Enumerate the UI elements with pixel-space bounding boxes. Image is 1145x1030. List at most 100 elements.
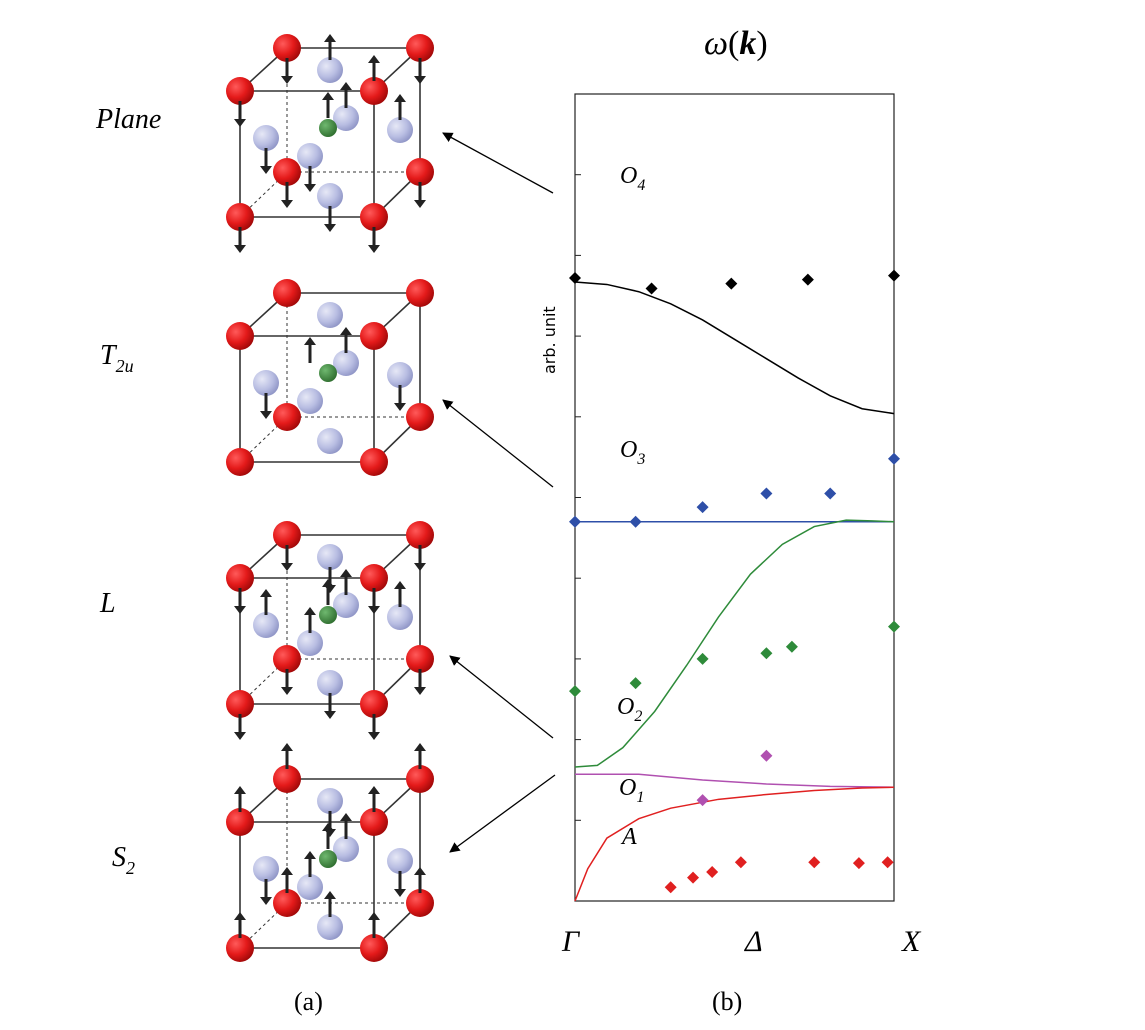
point-o4: [569, 271, 581, 284]
mode-label-plane: Plane: [95, 104, 161, 135]
arrowhead: [394, 889, 406, 897]
branch-label-o3: O3: [620, 437, 645, 468]
anion-atom: [387, 604, 413, 630]
x-tick-delta: Δ: [744, 925, 763, 958]
cation-atom: [360, 934, 388, 962]
point-o2: [760, 647, 773, 660]
arrowhead: [414, 76, 426, 84]
branch-label-a: A: [620, 824, 637, 850]
cation-atom: [406, 521, 434, 549]
cation-atom: [273, 645, 301, 673]
arrowhead: [234, 732, 246, 740]
cation-atom: [360, 322, 388, 350]
cation-atom: [406, 158, 434, 186]
arrowhead: [281, 743, 293, 751]
arrowhead: [260, 166, 272, 174]
cation-atom: [226, 448, 254, 476]
cation-atom: [406, 403, 434, 431]
anion-atom: [253, 612, 279, 638]
dispersion-curves: [574, 281, 895, 902]
cation-atom: [273, 279, 301, 307]
cation-atom: [226, 322, 254, 350]
cation-atom: [273, 521, 301, 549]
arrowhead: [324, 891, 336, 899]
arrowhead: [304, 607, 316, 615]
point-o2: [629, 677, 642, 690]
arrowhead: [281, 200, 293, 208]
point-o2: [569, 685, 581, 698]
arrowhead: [414, 563, 426, 571]
anion-atom: [253, 856, 279, 882]
point-o3: [824, 487, 837, 500]
arrowhead: [260, 897, 272, 905]
arrow-s2: [449, 774, 556, 853]
cation-atom: [226, 77, 254, 105]
dispersion-chart: [569, 93, 900, 902]
arrowhead: [260, 589, 272, 597]
cation-atom: [406, 765, 434, 793]
curve-o2: [574, 519, 895, 768]
arrowhead: [234, 245, 246, 253]
anion-atom: [317, 428, 343, 454]
cation-atom: [226, 203, 254, 231]
anion-atom: [333, 350, 359, 376]
x-tick-gamma: Γ: [561, 925, 581, 958]
point-a: [881, 856, 894, 869]
arrowhead: [414, 867, 426, 875]
cation-atom: [360, 564, 388, 592]
cation-atom: [406, 279, 434, 307]
point-o2: [696, 652, 709, 665]
arrowhead: [394, 581, 406, 589]
point-a: [687, 871, 700, 884]
point-a: [852, 857, 865, 870]
arrowhead: [281, 687, 293, 695]
central-atom: [319, 119, 337, 137]
anion-atom: [297, 143, 323, 169]
branch-label-o1: O1: [619, 775, 644, 806]
point-o3: [569, 515, 581, 528]
branch-label-o4: O4: [620, 163, 645, 194]
cation-atom: [273, 765, 301, 793]
cation-atom: [360, 690, 388, 718]
arrowhead: [394, 94, 406, 102]
arrowhead: [368, 912, 380, 920]
cation-atom: [360, 77, 388, 105]
caption-a: (a): [294, 987, 323, 1016]
chart-title: ω(k): [704, 25, 768, 62]
arrowhead: [281, 76, 293, 84]
cation-atom: [226, 564, 254, 592]
unit-cells: [226, 34, 434, 962]
arrowhead: [340, 813, 352, 821]
cation-atom: [273, 403, 301, 431]
cation-atom: [360, 203, 388, 231]
arrowhead: [340, 569, 352, 577]
point-o2: [785, 640, 798, 653]
curve-o4: [574, 281, 895, 415]
cation-atom: [226, 934, 254, 962]
unit-cell: [226, 743, 434, 962]
branch-label-o2: O2: [617, 694, 642, 725]
unit-cell: [226, 521, 434, 740]
anion-atom: [333, 836, 359, 862]
cation-atom: [273, 889, 301, 917]
arrowhead: [324, 829, 336, 837]
cation-atom: [360, 448, 388, 476]
arrowhead: [368, 732, 380, 740]
unit-cell: [226, 279, 434, 476]
central-atom: [319, 606, 337, 624]
cation-atom: [406, 34, 434, 62]
arrowhead: [281, 867, 293, 875]
arrowhead: [368, 786, 380, 794]
arrowhead: [324, 585, 336, 593]
cation-atom: [226, 808, 254, 836]
point-a: [664, 881, 677, 894]
arrowhead: [260, 411, 272, 419]
arrowhead: [234, 119, 246, 127]
anion-atom: [333, 592, 359, 618]
arrowhead: [322, 92, 334, 100]
point-o3: [629, 515, 642, 528]
arrowhead: [414, 200, 426, 208]
mode-label-t2u: T2u: [100, 340, 134, 376]
mode-label-l: L: [99, 588, 116, 619]
